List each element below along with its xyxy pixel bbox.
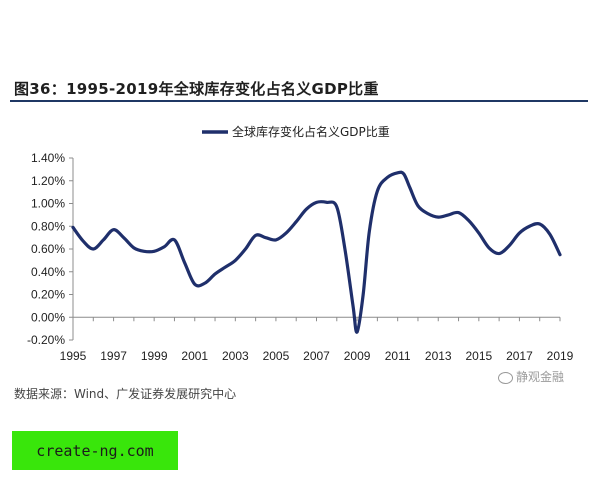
watermark: 静观金融 (498, 368, 564, 385)
chart-legend: 全球库存变化占名义GDP比重 (202, 124, 390, 139)
series-layer (71, 170, 562, 334)
x-tick-label: 1997 (100, 349, 127, 363)
watermark-text: 静观金融 (516, 370, 565, 384)
y-tick-label: 0.60% (31, 242, 65, 256)
x-tick-label: 2009 (344, 349, 371, 363)
y-tick-label: 1.00% (31, 197, 65, 211)
x-tick-label: 1999 (141, 349, 168, 363)
x-tick-label: 2001 (181, 349, 208, 363)
figure-title: 图36：1995-2019年全球库存变化占名义GDP比重 (14, 80, 379, 98)
y-tick-label: -0.20% (27, 333, 65, 347)
x-tick-label: 2005 (263, 349, 290, 363)
y-tick-label: 0.20% (31, 288, 65, 302)
x-tick-label: 2017 (506, 349, 533, 363)
title-divider (10, 100, 588, 102)
x-tick-label: 2007 (303, 349, 330, 363)
x-tick-label: 2019 (547, 349, 574, 363)
y-tick-label: 0.40% (31, 265, 65, 279)
x-axis-ticks: 1995 1997 1999 2001 2003 2005 2007 2009 2011 2013… (60, 317, 574, 363)
x-tick-label: 2003 (222, 349, 249, 363)
legend-label: 全球库存变化占名义GDP比重 (232, 124, 390, 139)
chart-axes (72, 158, 560, 340)
y-tick-label: 1.20% (31, 174, 65, 188)
series-line (71, 170, 562, 334)
y-tick-label: 0.80% (31, 219, 65, 233)
footer-badge[interactable]: create-ng.com (12, 431, 178, 470)
footer-badge-text: create-ng.com (36, 441, 154, 460)
x-tick-label: 2011 (385, 349, 411, 363)
y-axis-ticks: -0.20% 0.00% 0.20% 0.40% 0.60% 0.80% 1.00% 1.20… (27, 151, 73, 347)
y-tick-label: 1.40% (31, 151, 65, 165)
y-tick-label: 0.00% (31, 310, 65, 324)
source-note: 数据来源：Wind、广发证券发展研究中心 (14, 387, 237, 401)
x-tick-label: 1995 (60, 349, 87, 363)
x-tick-label: 2015 (465, 349, 492, 363)
wechat-icon (498, 371, 513, 384)
x-tick-label: 2013 (425, 349, 452, 363)
